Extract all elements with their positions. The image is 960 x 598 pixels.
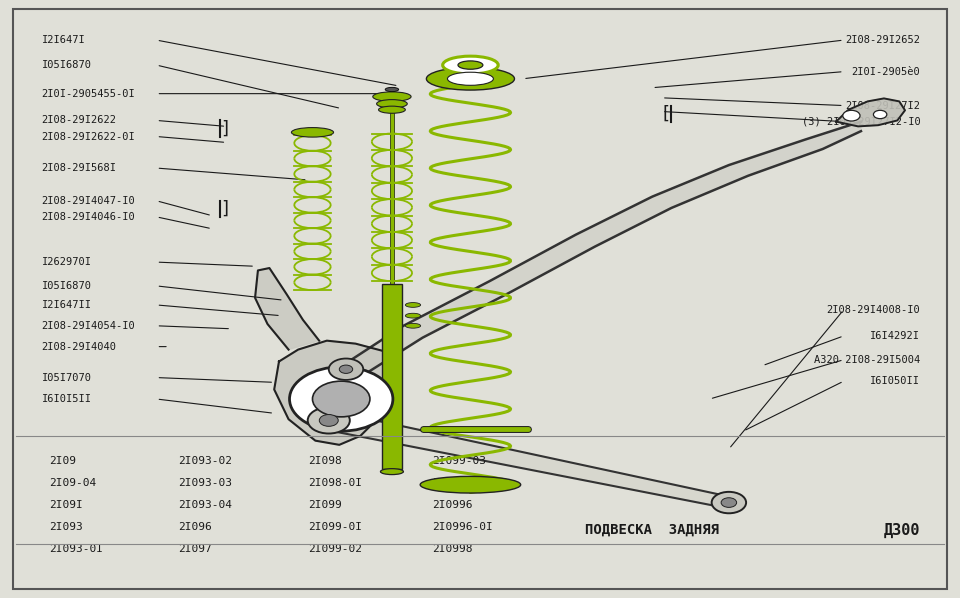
Circle shape (308, 407, 349, 434)
Text: 2I099-05: 2I099-05 (432, 478, 486, 488)
Text: 2I08-29I2652: 2I08-29I2652 (846, 35, 921, 45)
Text: 2I08-29I2622: 2I08-29I2622 (41, 115, 116, 126)
Ellipse shape (443, 56, 498, 74)
Text: ПОДВЕСКА  ЗАДНЯЯ: ПОДВЕСКА ЗАДНЯЯ (586, 523, 719, 537)
Polygon shape (324, 411, 732, 508)
Text: I6I050II: I6I050II (871, 376, 921, 386)
Text: (3) 2I08-29I27I2-I0: (3) 2I08-29I27I2-I0 (802, 117, 921, 127)
Text: 2I093-02: 2I093-02 (179, 456, 232, 466)
Text: 2I099-02: 2I099-02 (308, 544, 362, 554)
Text: 2I0I-2905ѐ0: 2I0I-2905ѐ0 (852, 66, 921, 77)
Text: 2I08-29I4008-I0: 2I08-29I4008-I0 (827, 305, 921, 315)
Text: I05I6870: I05I6870 (41, 281, 91, 291)
Text: 2I08-29I27I2: 2I08-29I27I2 (846, 100, 921, 111)
Polygon shape (836, 99, 905, 126)
Text: I05I6870: I05I6870 (41, 60, 91, 70)
Circle shape (290, 367, 393, 431)
Text: 2I0996: 2I0996 (432, 500, 472, 510)
Text: 2I08-29I4040: 2I08-29I4040 (41, 341, 116, 352)
Text: 2I093-0I: 2I093-0I (49, 544, 104, 554)
Ellipse shape (420, 477, 520, 493)
Text: 2I098: 2I098 (308, 456, 342, 466)
Text: ]: ] (222, 200, 228, 218)
Text: 2I08-29I4054-I0: 2I08-29I4054-I0 (41, 321, 135, 331)
Ellipse shape (447, 72, 493, 86)
Polygon shape (344, 121, 861, 375)
Text: 2I099: 2I099 (308, 500, 342, 510)
Circle shape (843, 110, 860, 121)
Text: 2I0I-2905455-0I: 2I0I-2905455-0I (41, 89, 135, 99)
Text: 2I09: 2I09 (49, 456, 76, 466)
Text: 2I08-29I568I: 2I08-29I568I (41, 163, 116, 173)
Text: [: [ (662, 105, 669, 123)
Text: 2I08-29I2622-0I: 2I08-29I2622-0I (41, 132, 135, 142)
Polygon shape (255, 268, 319, 350)
Text: 2I093: 2I093 (49, 522, 83, 532)
Text: А320 2I08-29I5004: А320 2I08-29I5004 (814, 355, 921, 365)
Text: 2I09I: 2I09I (49, 500, 83, 510)
Text: I6I4292I: I6I4292I (871, 331, 921, 341)
Ellipse shape (405, 303, 420, 307)
Text: I6I0I5II: I6I0I5II (41, 394, 91, 404)
Circle shape (339, 365, 352, 373)
Text: 2I099-03: 2I099-03 (432, 456, 486, 466)
Ellipse shape (372, 92, 411, 102)
Text: 2I08-29I4046-I0: 2I08-29I4046-I0 (41, 212, 135, 222)
Ellipse shape (385, 87, 398, 91)
Ellipse shape (458, 61, 483, 69)
Text: ]: ] (222, 120, 228, 138)
Ellipse shape (405, 313, 420, 318)
Text: 2I096: 2I096 (179, 522, 212, 532)
Text: 2I098-0I: 2I098-0I (308, 478, 362, 488)
Text: I2I647II: I2I647II (41, 300, 91, 310)
Text: 2I093-03: 2I093-03 (179, 478, 232, 488)
Text: 2I093-04: 2I093-04 (179, 500, 232, 510)
Circle shape (328, 359, 363, 380)
Ellipse shape (376, 100, 407, 108)
Ellipse shape (378, 106, 405, 113)
Text: 2I0998: 2I0998 (432, 544, 472, 554)
Text: 2I0996-0I: 2I0996-0I (432, 522, 492, 532)
Polygon shape (275, 341, 401, 445)
Text: 2I097: 2I097 (179, 544, 212, 554)
Text: 2I08-29I4047-I0: 2I08-29I4047-I0 (41, 196, 135, 206)
Circle shape (320, 414, 338, 426)
Text: I2I647I: I2I647I (41, 35, 85, 45)
Text: 2I099-0I: 2I099-0I (308, 522, 362, 532)
Ellipse shape (292, 127, 333, 137)
Ellipse shape (405, 324, 420, 328)
Circle shape (313, 381, 370, 417)
Text: 2I09-04: 2I09-04 (49, 478, 97, 488)
Text: I05I7070: I05I7070 (41, 373, 91, 383)
Circle shape (721, 498, 736, 507)
Text: I262970I: I262970I (41, 257, 91, 267)
Bar (382, 284, 401, 469)
Circle shape (711, 492, 746, 513)
Ellipse shape (380, 469, 403, 475)
Ellipse shape (426, 68, 515, 90)
Text: Д300: Д300 (884, 523, 921, 538)
Circle shape (874, 110, 887, 118)
